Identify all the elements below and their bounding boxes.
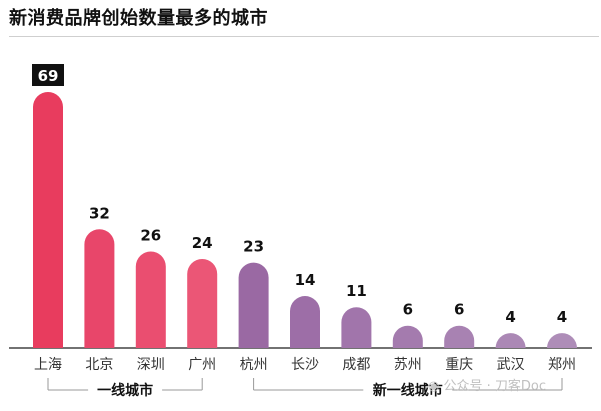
category-label: 上海 xyxy=(34,357,62,373)
bar-北京 xyxy=(84,229,115,348)
category-label: 武汉 xyxy=(497,357,525,373)
bar-长沙 xyxy=(290,296,320,348)
group-label: 一线城市 xyxy=(97,382,153,399)
bar-上海 xyxy=(33,92,63,348)
category-label: 郑州 xyxy=(548,357,576,373)
category-label: 苏州 xyxy=(394,357,422,373)
category-label: 成都 xyxy=(342,357,370,373)
category-label: 长沙 xyxy=(291,357,319,373)
watermark: ◉ 公众号 · 刀客Doc xyxy=(428,375,546,394)
bar-广州 xyxy=(187,258,218,348)
bar-重庆 xyxy=(444,325,475,348)
category-label: 广州 xyxy=(188,357,216,373)
value-label: 14 xyxy=(295,271,316,289)
bar-郑州 xyxy=(547,333,577,348)
category-label: 杭州 xyxy=(240,357,268,373)
value-label: 24 xyxy=(192,234,213,252)
value-label: 26 xyxy=(140,227,161,245)
value-label: 69 xyxy=(38,67,59,85)
value-label: 11 xyxy=(346,282,367,300)
group-bracket-2 xyxy=(253,378,563,391)
chart-title: 新消费品牌创始数量最多的城市 xyxy=(9,8,268,29)
bar-杭州 xyxy=(238,262,269,348)
bar-苏州 xyxy=(392,325,423,348)
value-label: 4 xyxy=(505,308,515,326)
value-label: 6 xyxy=(403,301,413,319)
value-label: 6 xyxy=(454,301,464,319)
group-label: 新一线城市 xyxy=(373,382,443,399)
value-label: 32 xyxy=(89,204,110,222)
group-bracket-1 xyxy=(47,378,203,391)
bar-成都 xyxy=(341,307,372,348)
bar-武汉 xyxy=(495,333,526,348)
bar-深圳 xyxy=(135,251,166,348)
wechat-icon: ◉ xyxy=(428,379,440,394)
highlight-label-bg xyxy=(32,64,64,86)
value-label: 23 xyxy=(243,238,264,256)
category-label: 北京 xyxy=(85,357,113,373)
category-label: 重庆 xyxy=(445,357,473,373)
category-label: 深圳 xyxy=(137,357,165,373)
watermark-text: 公众号 · 刀客Doc xyxy=(443,379,546,394)
title-divider xyxy=(9,36,599,37)
value-label: 4 xyxy=(557,308,567,326)
